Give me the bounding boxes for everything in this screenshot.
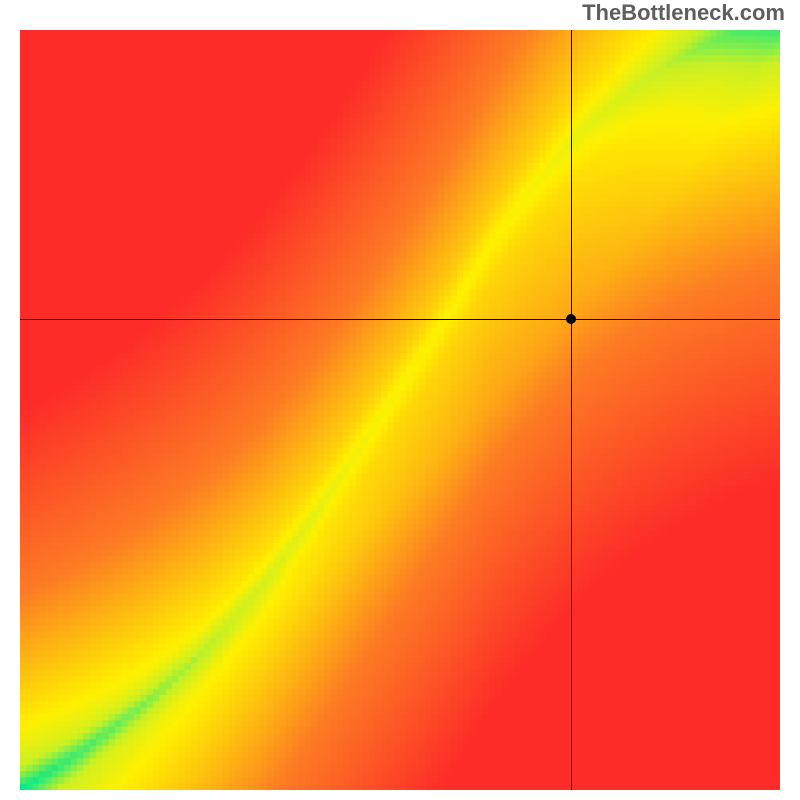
crosshair-horizontal xyxy=(20,319,780,320)
heatmap-svg xyxy=(20,30,780,790)
crosshair-vertical xyxy=(571,30,572,790)
chart-container: TheBottleneck.com xyxy=(0,0,800,800)
bottleneck-marker xyxy=(566,314,576,324)
watermark-text: TheBottleneck.com xyxy=(582,0,785,26)
heatmap-plot xyxy=(20,30,780,790)
